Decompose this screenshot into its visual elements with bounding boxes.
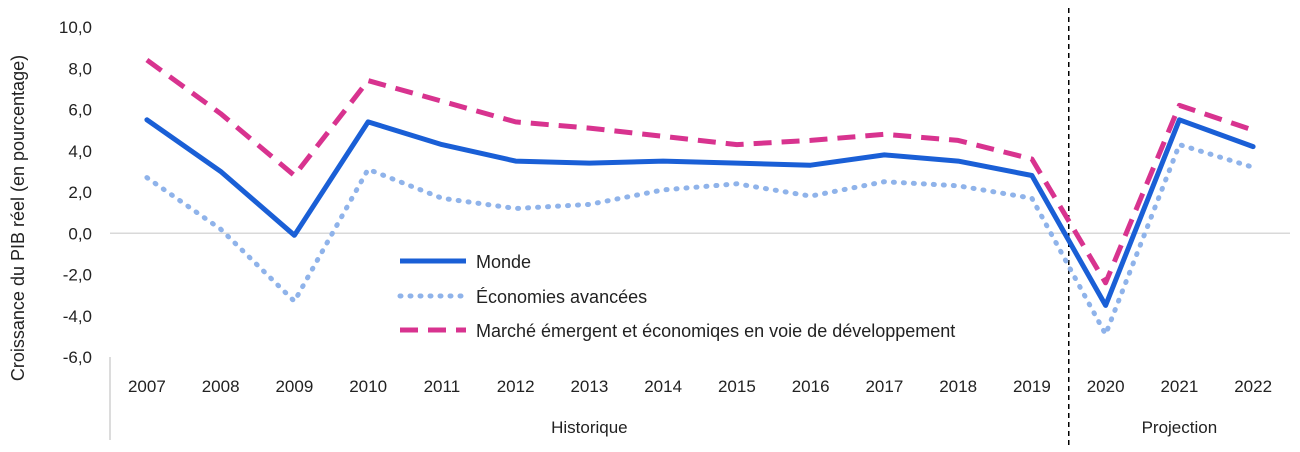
legend: Monde Économies avancées Marché émergent e… [397,252,955,341]
x-tick-label: 2013 [570,377,608,396]
y-tick-label: 2,0 [68,183,92,202]
legend-label: Marché émergent et économiqes en voie de… [476,321,955,341]
x-tick-label: 2010 [349,377,387,396]
x-tick-label: 2014 [644,377,682,396]
y-tick-label: -6,0 [63,348,92,367]
x-group-label: Projection [1142,418,1218,437]
x-tick-label: 2022 [1234,377,1272,396]
x-tick-label: 2018 [939,377,977,396]
x-tick-label: 2012 [497,377,535,396]
x-tick-label: 2017 [865,377,903,396]
y-tick-label: -4,0 [63,307,92,326]
y-tick-label: 10,0 [59,18,92,37]
x-tick-label: 2016 [792,377,830,396]
legend-label: Monde [476,252,531,272]
y-axis-label: Croissance du PIB réel (en pourcentage) [8,55,28,381]
y-tick-label: 0,0 [68,224,92,243]
x-tick-label: 2008 [202,377,240,396]
y-tick-label: -2,0 [63,266,92,285]
series-lines [144,57,1256,337]
x-tick-label: 2019 [1013,377,1051,396]
series-line-dotted [144,142,1256,337]
legend-label: Économies avancées [476,287,647,307]
x-tick-label: 2009 [275,377,313,396]
series-line-dashed [145,57,1254,286]
x-tick-label: 2007 [128,377,166,396]
y-tick-label: 6,0 [68,101,92,120]
x-tick-label: 2015 [718,377,756,396]
y-tick-label: 8,0 [68,59,92,78]
x-tick-label: 2020 [1087,377,1125,396]
series-line-solid [144,117,1256,308]
x-group-label: Historique [551,418,628,437]
x-tick-label: 2011 [424,377,461,396]
y-axis-ticks: 10,0 8,0 6,0 4,0 2,0 0,0 -2,0 -4,0 -6,0 [59,18,92,367]
x-axis: 2007 2008 2009 2010 2011 2012 2013 2014 2015 2016… [109,8,1272,448]
x-tick-label: 2021 [1160,377,1198,396]
y-tick-label: 4,0 [68,142,92,161]
